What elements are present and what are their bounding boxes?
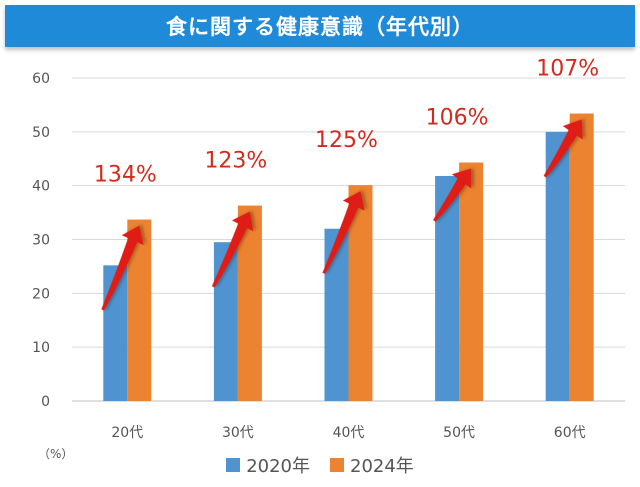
bar-2020	[324, 228, 349, 401]
growth-percent-label: 134%	[94, 163, 157, 188]
bar-2024	[569, 113, 594, 401]
bar-2020	[435, 175, 460, 401]
growth-arrow-icon	[433, 168, 472, 222]
x-tick-label: 40代	[333, 425, 365, 441]
growth-percent-label: 106%	[426, 106, 489, 131]
y-unit-label: （%）	[38, 447, 73, 461]
legend-swatch-2020	[226, 458, 241, 472]
x-tick-label: 50代	[443, 425, 475, 441]
y-tick-label: 50	[32, 125, 50, 141]
x-tick-label: 30代	[222, 425, 254, 441]
y-tick-label: 0	[41, 394, 50, 410]
y-tick-label: 20	[32, 286, 50, 302]
growth-percent-label: 125%	[315, 128, 378, 153]
legend: 2020年 2024年	[0, 452, 640, 478]
legend-label-2024: 2024年	[350, 456, 414, 477]
growth-percent-label: 123%	[204, 149, 267, 174]
legend-item-2024: 2024年	[330, 452, 414, 478]
growth-arrow-icon	[322, 191, 365, 274]
growth-percent-label: 107%	[536, 57, 599, 82]
y-tick-label: 30	[32, 233, 50, 249]
chart-title: 食に関する健康意識（年代別）	[5, 5, 635, 47]
legend-item-2020: 2020年	[226, 452, 310, 478]
legend-label-2020: 2020年	[246, 456, 310, 477]
y-tick-label: 40	[32, 179, 50, 195]
bar-2024	[459, 162, 484, 401]
x-tick-label: 60代	[554, 425, 586, 441]
x-tick-label: 20代	[111, 425, 143, 441]
bar-2024	[348, 185, 373, 401]
legend-swatch-2024	[330, 458, 344, 472]
y-tick-label: 10	[32, 340, 50, 356]
bar-2020	[545, 131, 570, 402]
growth-arrow-icon	[211, 211, 254, 288]
growth-arrow-icon	[101, 225, 144, 311]
growth-arrow-icon	[543, 119, 583, 178]
y-tick-label: 60	[32, 71, 50, 87]
